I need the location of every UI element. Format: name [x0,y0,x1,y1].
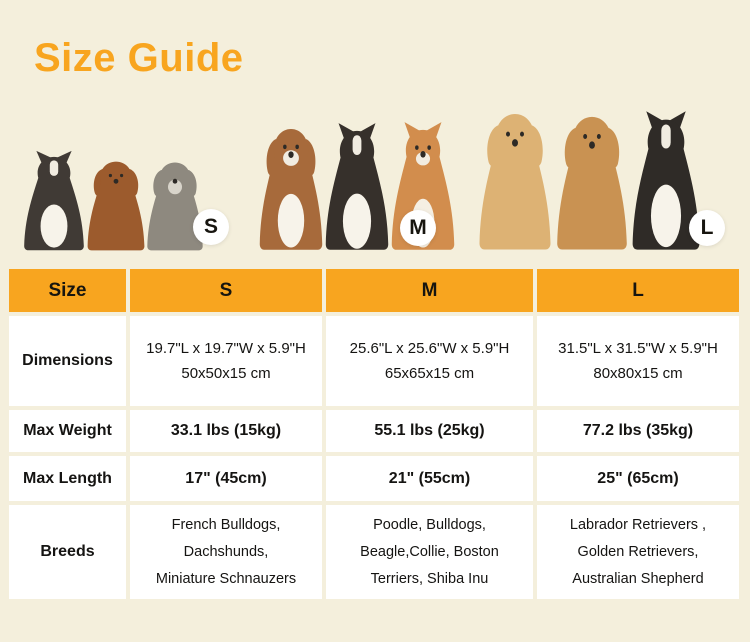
table-header-l: L [537,269,739,312]
max-length-s: 17" (45cm) [130,456,322,501]
miniature-schnauzer-icon [147,162,203,251]
table-header-m: M [326,269,533,312]
row-label-max-weight: Max Weight [9,410,126,452]
size-badge-l-label: L [700,216,714,239]
dimensions-l: 31.5"L x 31.5"W x 5.9"H 80x80x15 cm [537,316,739,406]
dachshund-icon [87,161,145,251]
size-table: Size S M L Dimensions 19.7"L x 19.7"W x … [9,269,739,599]
table-header-size: Size [9,269,126,312]
max-weight-s: 33.1 lbs (15kg) [130,410,322,452]
breeds-s: French Bulldogs, Dachshunds, Miniature S… [130,505,322,599]
beagle-icon [259,128,323,250]
max-weight-m: 55.1 lbs (25kg) [326,410,533,452]
boston-terrier-icon [325,123,389,250]
max-weight-l: 77.2 lbs (35kg) [537,410,739,452]
size-badge-m: M [400,210,436,246]
row-label-dimensions: Dimensions [9,316,126,406]
max-length-l: 25" (65cm) [537,456,739,501]
dimensions-s: 19.7"L x 19.7"W x 5.9"H 50x50x15 cm [130,316,322,406]
page-title: Size Guide [34,36,244,80]
max-length-m: 21" (55cm) [326,456,533,501]
golden-retriever-icon [557,116,627,250]
dimensions-m: 25.6"L x 25.6"W x 5.9"H 65x65x15 cm [326,316,533,406]
row-label-max-length: Max Length [9,456,126,501]
french-bulldog-icon [24,150,84,251]
size-badge-m-label: M [409,216,427,239]
breeds-m: Poodle, Bulldogs, Beagle,Collie, Boston … [326,505,533,599]
size-badge-s: S [193,209,229,245]
dog-group-small [12,150,214,252]
border-collie-icon [632,111,700,250]
breeds-l: Labrador Retrievers , Golden Retrievers,… [537,505,739,599]
size-badge-l: L [689,210,725,246]
size-badge-s-label: S [203,215,218,238]
dog-group-large [465,104,713,252]
labrador-retriever-icon [479,114,551,250]
table-header-s: S [130,269,322,312]
row-label-breeds: Breeds [9,505,126,599]
